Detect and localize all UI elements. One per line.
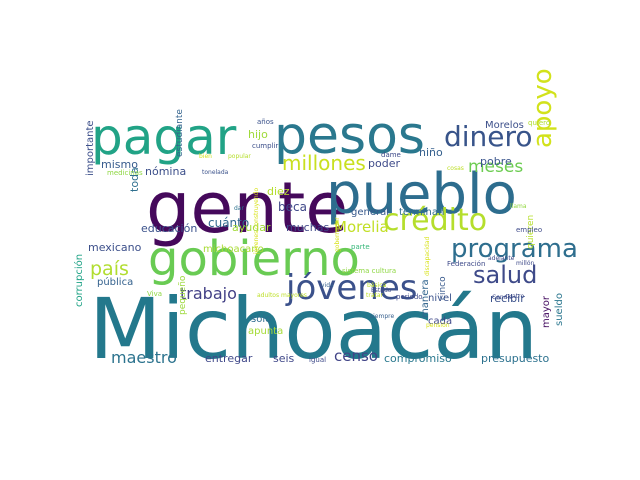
word-cuatro: cuatro bbox=[505, 293, 524, 300]
word-hijo: hijo bbox=[248, 128, 268, 141]
word-cada: cada bbox=[428, 316, 452, 327]
word-entregar: entregar bbox=[205, 352, 253, 365]
word-trabajo: trabajo bbox=[180, 284, 237, 303]
word-cuánto: cuánto bbox=[208, 216, 249, 230]
word-cosas: cosas bbox=[447, 165, 464, 172]
word-educación: educación bbox=[141, 222, 197, 235]
word-dar: dar bbox=[234, 205, 244, 212]
word-gobernador: gobernador bbox=[334, 217, 341, 252]
word-general: general bbox=[351, 207, 389, 218]
word-federación: Federación bbox=[447, 260, 485, 268]
word-pagar: pagar bbox=[91, 108, 237, 166]
word-pública: pública bbox=[97, 276, 133, 288]
word-siempre: siempre bbox=[370, 313, 394, 320]
word-beca: beca bbox=[278, 200, 307, 214]
word-salud: salud bbox=[473, 261, 537, 289]
word-michoacano: michoacano bbox=[203, 244, 264, 255]
word-michoacán: Michoacán bbox=[89, 280, 538, 378]
word-pueblo: pueblo bbox=[326, 162, 517, 227]
word-apunta: apunta bbox=[248, 326, 283, 337]
word-gente: gente bbox=[146, 167, 348, 249]
word-programa: programa bbox=[451, 234, 578, 264]
word-empleo: empleo bbox=[516, 226, 542, 234]
word-jóvenes: jóvenes bbox=[285, 268, 417, 308]
word-nómina: nómina bbox=[145, 165, 186, 178]
word-estudiante: estudiante bbox=[175, 109, 185, 157]
word-ayudar: ayudar bbox=[232, 221, 271, 234]
word-sistema-cultura: sistema cultura bbox=[342, 267, 396, 275]
word-crédito: crédito bbox=[383, 203, 487, 238]
word-mayor: mayor bbox=[541, 295, 552, 328]
word-bien: bien bbox=[199, 153, 212, 160]
word-maestro: maestro bbox=[111, 348, 177, 367]
word-igual: igual bbox=[309, 356, 326, 364]
word-pesos: pesos bbox=[274, 106, 425, 166]
word-mexicano: mexicano bbox=[88, 241, 142, 254]
word-terminan: terminan bbox=[399, 207, 444, 218]
word-seis: seis bbox=[273, 352, 295, 365]
word-pensión: pensión bbox=[426, 322, 450, 329]
word-dinero: dinero bbox=[444, 120, 533, 153]
word-adelante: adelante bbox=[488, 255, 515, 262]
word-censo: censo bbox=[334, 347, 378, 365]
word-discapacidad: discapacidad bbox=[424, 236, 431, 276]
word-presupuesto: presupuesto bbox=[481, 352, 549, 365]
word-millón: millón bbox=[516, 260, 535, 267]
word-estado: Estado bbox=[371, 287, 392, 294]
word-poder: poder bbox=[368, 157, 400, 170]
word-sólo: sólo bbox=[251, 313, 271, 325]
word-popular: popular bbox=[228, 153, 251, 160]
word-parte: parte bbox=[351, 243, 370, 251]
word-medicinas: medicinas bbox=[107, 169, 143, 177]
word-dame: dame bbox=[381, 151, 401, 159]
word-mismo: mismo bbox=[101, 158, 138, 171]
word-apoyo: apoyo bbox=[528, 68, 558, 148]
word-pequeño: pequeño bbox=[178, 275, 188, 315]
word-toda: toda bbox=[128, 167, 141, 192]
word-quieren: quieren bbox=[526, 215, 536, 249]
word-país: país bbox=[90, 258, 129, 280]
cloud-area bbox=[80, 115, 560, 367]
word-vida: vida bbox=[321, 282, 334, 289]
word-básica: básica bbox=[367, 282, 387, 289]
word-recibir: recibir bbox=[490, 292, 525, 305]
word-pobre: pobre bbox=[480, 155, 512, 168]
word-compromiso: compromiso bbox=[384, 352, 452, 365]
word-periodo: periodo bbox=[396, 293, 423, 301]
word-nivel: nivel bbox=[428, 293, 452, 304]
word-diez: diez bbox=[267, 185, 290, 198]
word-gobierno: gobierno bbox=[148, 231, 360, 287]
word-muchas: muchas bbox=[286, 221, 329, 234]
word-cendis: Cendis bbox=[492, 294, 512, 301]
word-quiero: quiero bbox=[528, 119, 550, 127]
word-meses: meses bbox=[468, 157, 523, 177]
word-tonelada: tonelada bbox=[202, 169, 229, 176]
word-sueldo: sueldo bbox=[554, 293, 565, 326]
word-años: años bbox=[257, 118, 274, 126]
word-adultos-mayores: adultos mayores bbox=[257, 292, 307, 299]
word-cinco: cinco bbox=[438, 276, 448, 300]
word-millones: millones bbox=[282, 151, 366, 175]
word-importante: importante bbox=[85, 120, 96, 176]
word-tratar: tratar bbox=[366, 292, 384, 299]
word-morelia: Morelia bbox=[334, 218, 389, 236]
word-corrupción: corrupción bbox=[73, 254, 85, 307]
word-manera: manera bbox=[420, 279, 431, 318]
word-llama: llama bbox=[510, 203, 527, 210]
word-cumplir: cumplir bbox=[252, 142, 278, 150]
word-morelos: Morelos bbox=[485, 120, 524, 131]
word-viva: Viva bbox=[147, 290, 162, 298]
word-jóvenes-construyendo: jóvenes construyendo bbox=[253, 188, 260, 255]
word-niño: niño bbox=[419, 146, 443, 159]
